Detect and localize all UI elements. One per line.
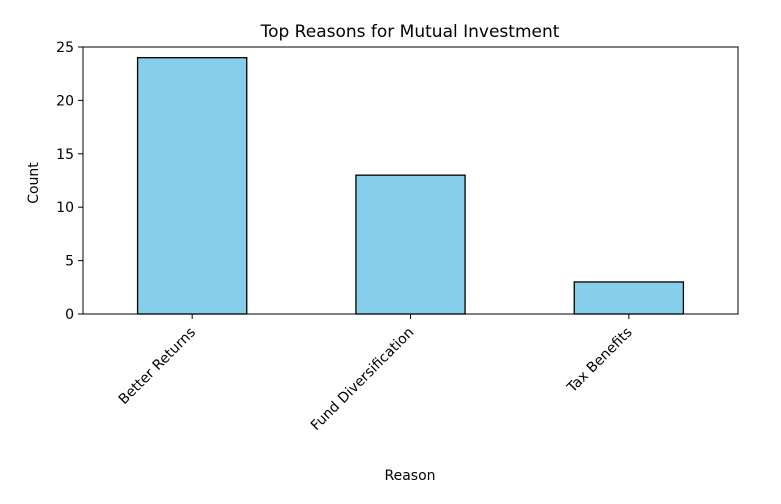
y-tick-label: 15 — [56, 147, 74, 163]
bar-fund-diversification — [355, 174, 466, 315]
y-tick-label: 20 — [56, 93, 74, 109]
axes-frame — [82, 46, 739, 315]
y-tick-label: 0 — [65, 307, 74, 323]
y-tick-label: 10 — [56, 200, 74, 216]
chart-title: Top Reasons for Mutual Investment — [260, 22, 560, 42]
bar-tax-benefits — [573, 281, 685, 315]
bars-group — [136, 57, 685, 315]
y-axis-ticks: 0 5 10 15 20 25 — [56, 40, 83, 323]
bar-better-returns — [136, 57, 248, 315]
x-axis-label: Reason — [384, 468, 435, 484]
y-tick-label: 25 — [56, 40, 74, 56]
y-axis-label: Count — [26, 162, 42, 204]
y-tick-label: 5 — [65, 254, 74, 270]
